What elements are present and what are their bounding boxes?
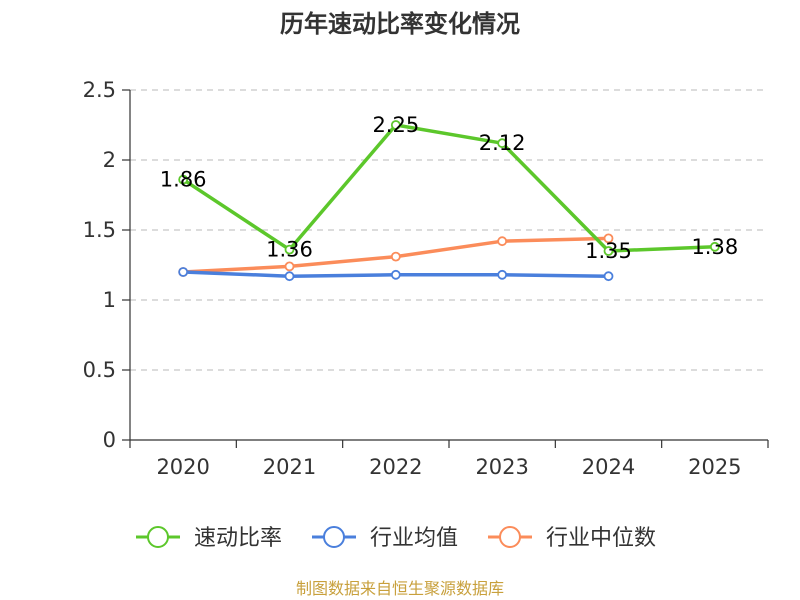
x-tick-label: 2022 xyxy=(369,455,422,479)
data-point xyxy=(178,174,189,185)
data-point xyxy=(603,271,614,282)
data-point xyxy=(178,267,189,277)
x-tick-label: 2023 xyxy=(475,455,528,479)
data-labels: 1.86 1.36 2.25 2.12 1.35 1.38 xyxy=(160,113,738,263)
data-label: 1.38 xyxy=(691,235,738,259)
legend-swatch-marker xyxy=(147,526,169,548)
data-label: 1.36 xyxy=(266,238,313,262)
x-tick-label: 2025 xyxy=(688,455,741,479)
source-note: 制图数据来自恒生聚源数据库 xyxy=(296,579,504,598)
x-tick-label: 2020 xyxy=(156,455,209,479)
data-label: 1.86 xyxy=(160,168,207,192)
data-point xyxy=(497,269,508,280)
data-point xyxy=(284,244,295,255)
legend-label: 行业中位数 xyxy=(546,526,656,551)
data-point xyxy=(497,138,508,149)
data-point xyxy=(284,261,295,272)
y-tick-labels: 0 0.5 1 1.5 2 2.5 xyxy=(83,78,116,452)
x-tick-labels: 2020 2021 2022 2023 2024 2025 xyxy=(156,455,741,479)
series-points xyxy=(178,120,720,282)
data-point xyxy=(603,246,614,256)
data-point xyxy=(603,233,614,244)
y-tick-label: 2.5 xyxy=(83,78,116,102)
chart-title: 历年速动比率变化情况 xyxy=(280,10,520,38)
data-label: 2.12 xyxy=(479,131,526,155)
legend-label: 行业均值 xyxy=(370,526,458,551)
legend-item-0[interactable]: 速动比率 xyxy=(136,526,282,551)
legend-label: 速动比率 xyxy=(194,526,282,551)
y-tick-label: 1 xyxy=(103,288,116,312)
grid-lines xyxy=(130,89,768,371)
data-point xyxy=(497,236,508,247)
series-line-0 xyxy=(182,123,715,253)
data-point xyxy=(284,271,295,282)
legend: 速动比率 行业均值 行业中位数 xyxy=(136,526,656,551)
x-tick-label: 2024 xyxy=(582,455,635,479)
y-tick-label: 2 xyxy=(103,148,116,172)
data-label: 2.25 xyxy=(372,113,419,137)
x-tick-label: 2021 xyxy=(263,455,316,479)
y-tick-label: 1.5 xyxy=(83,218,116,242)
legend-item-1[interactable]: 行业均值 xyxy=(312,526,458,551)
data-point xyxy=(390,251,401,262)
data-point xyxy=(390,269,401,280)
axes xyxy=(122,89,769,448)
y-tick-label: 0.5 xyxy=(83,358,116,382)
data-label: 1.35 xyxy=(585,239,632,263)
series-lines xyxy=(182,123,715,278)
y-tick-label: 0 xyxy=(103,428,116,452)
legend-item-2[interactable]: 行业中位数 xyxy=(488,526,656,551)
data-point xyxy=(709,241,720,252)
legend-swatch-marker xyxy=(323,526,345,548)
legend-swatch-marker xyxy=(499,526,521,548)
data-point xyxy=(390,120,401,130)
